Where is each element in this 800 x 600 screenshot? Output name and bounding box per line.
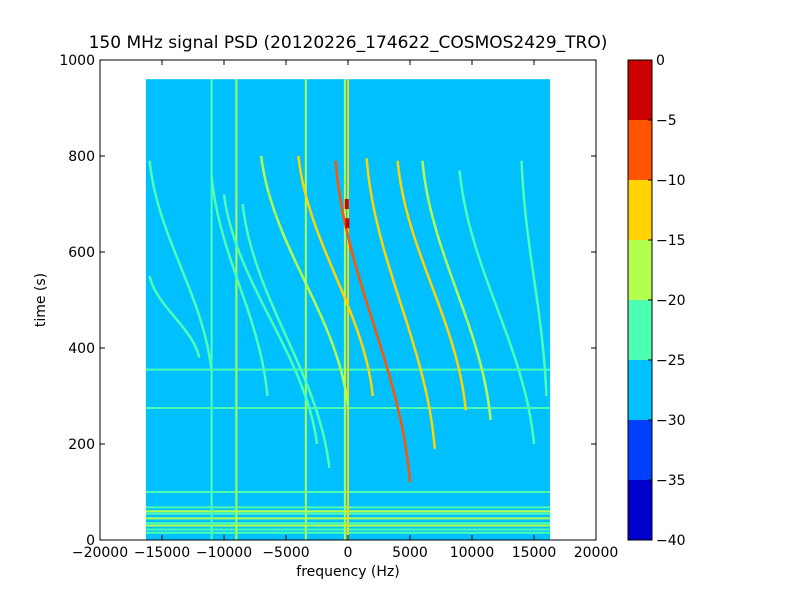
colorbar-tick-label: −5 (656, 113, 677, 129)
x-tick-label: 15000 (512, 545, 557, 561)
x-tick-label: −20000 (72, 545, 128, 561)
colorbar-tick-label: −15 (656, 233, 686, 249)
x-tick-label: −10000 (196, 545, 252, 561)
y-tick-label: 600 (68, 245, 95, 261)
x-tick-label: 5000 (392, 545, 428, 561)
x-tick-label: −15000 (134, 545, 190, 561)
colorbar-tick-label: −25 (656, 353, 686, 369)
chart-title: 150 MHz signal PSD (20120226_174622_COSM… (89, 33, 608, 53)
colorbar-tick-label: 0 (656, 53, 665, 69)
colorbar-tick-label: −20 (656, 293, 686, 309)
colorbar-segment (628, 360, 652, 420)
colorbar-tick-label: −35 (656, 473, 686, 489)
colorbar-segment (628, 420, 652, 480)
x-tick-label: 10000 (450, 545, 495, 561)
y-tick-label: 800 (68, 149, 95, 165)
x-tick-label: 20000 (574, 545, 619, 561)
colorbar-tick-label: −30 (656, 413, 686, 429)
colorbar-segment (628, 180, 652, 240)
hotspot (345, 199, 349, 209)
hotspot (345, 218, 349, 228)
x-tick-label: −5000 (262, 545, 309, 561)
colorbar-segment (628, 480, 652, 540)
colorbar-segment (628, 300, 652, 360)
colorbar-segment (628, 60, 652, 120)
colorbar-segment (628, 240, 652, 300)
y-tick-label: 400 (68, 341, 95, 357)
colorbar-tick-label: −10 (656, 173, 686, 189)
heatmap (146, 79, 550, 540)
y-axis-label: time (s) (33, 273, 49, 327)
y-tick-label: 1000 (59, 53, 95, 69)
y-tick-label: 200 (68, 437, 95, 453)
x-tick-label: 0 (344, 545, 353, 561)
colorbar: 0 −5 −10 −15 −20 −25 −30 −35 −40 (628, 53, 686, 549)
y-tick-label: 0 (86, 533, 95, 549)
plot-area (100, 60, 596, 540)
colorbar-segment (628, 120, 652, 180)
x-axis-label: frequency (Hz) (296, 564, 399, 580)
colorbar-tick-label: −40 (656, 533, 686, 549)
